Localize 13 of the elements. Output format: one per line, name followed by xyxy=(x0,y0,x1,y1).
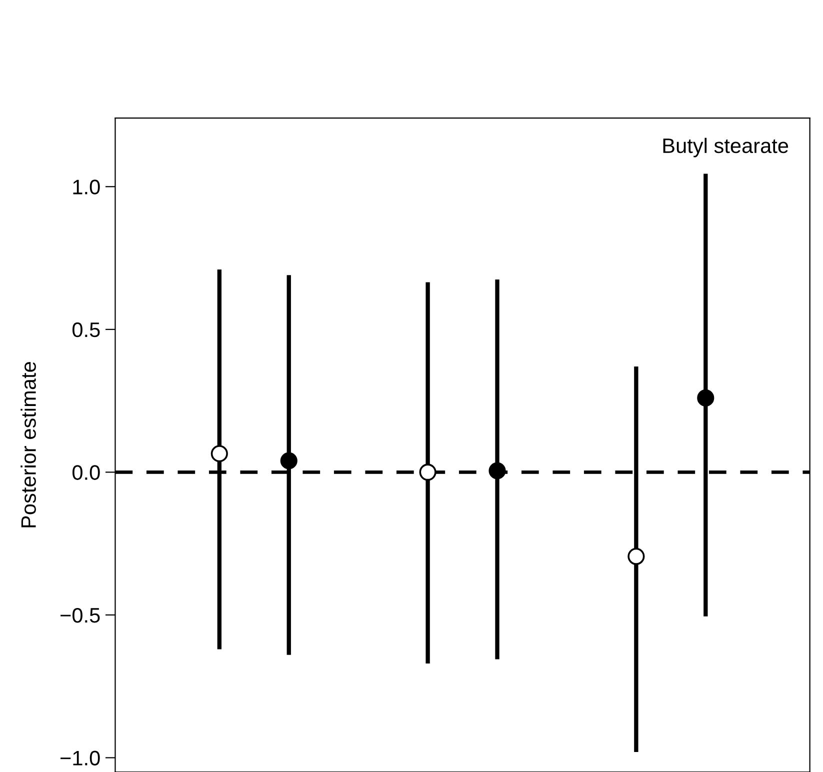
point xyxy=(488,462,506,480)
annotation: Butyl stearate xyxy=(663,138,788,158)
point xyxy=(419,464,436,481)
point xyxy=(697,389,714,406)
point xyxy=(280,452,298,470)
y-tick-label: −1.0 xyxy=(60,750,100,766)
y-tick-label: 0.0 xyxy=(72,465,100,480)
point xyxy=(628,548,645,565)
y-tick-label: 0.5 xyxy=(72,322,100,338)
y-tick-label: −0.5 xyxy=(60,608,100,623)
y-axis-title: Posterior estimate xyxy=(20,362,36,528)
point xyxy=(210,445,228,462)
y-tick-label: 1.0 xyxy=(73,180,100,194)
